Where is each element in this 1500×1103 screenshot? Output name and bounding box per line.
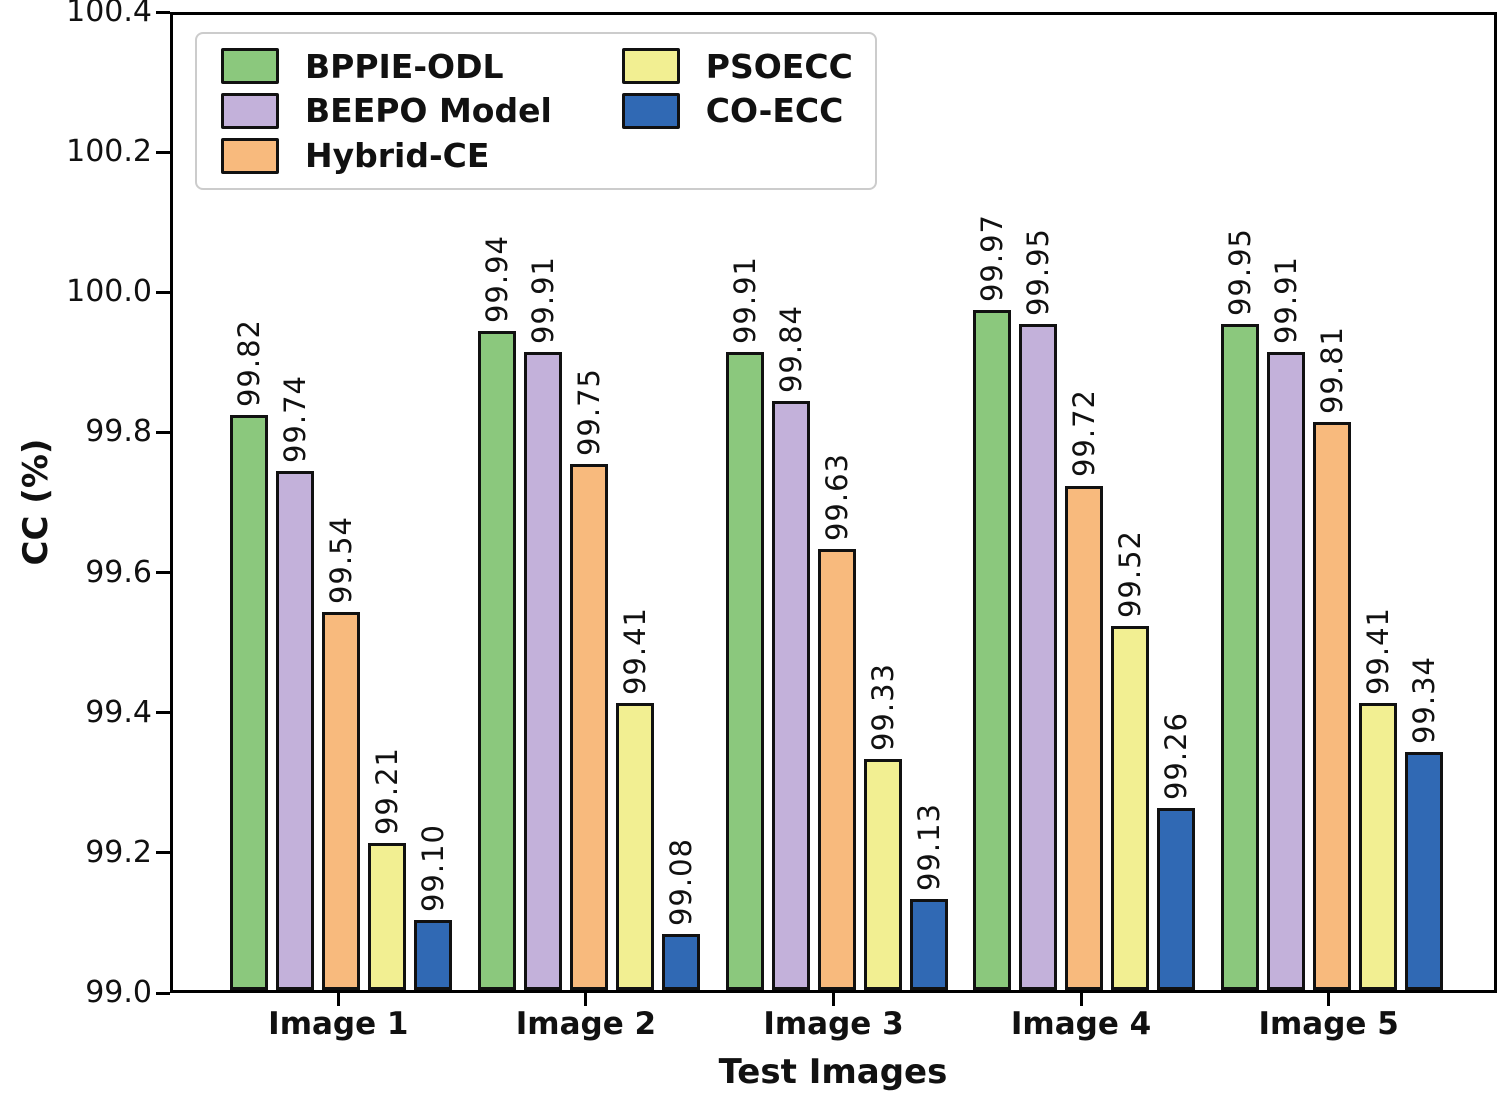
bar-value-label: 99.97 bbox=[975, 214, 1010, 303]
bar-value-label: 99.63 bbox=[819, 452, 854, 541]
x-tick-mark bbox=[1079, 993, 1083, 1006]
legend-color-swatch-icon bbox=[621, 48, 680, 85]
x-tick-label: Image 3 bbox=[763, 1006, 904, 1042]
y-tick-label: 100.4 bbox=[66, 0, 152, 29]
y-tick-label: 99.0 bbox=[85, 975, 152, 1010]
bar-value-label: 99.52 bbox=[1113, 529, 1148, 618]
bar-value-label: 99.82 bbox=[232, 319, 267, 408]
bar-value-label: 99.95 bbox=[1021, 228, 1056, 317]
bar-value-label: 99.34 bbox=[1406, 655, 1441, 744]
legend-label: CO-ECC bbox=[705, 91, 844, 131]
bar-value-label: 99.81 bbox=[1314, 326, 1349, 415]
bar-psoecc bbox=[368, 842, 407, 990]
bar-value-label: 99.10 bbox=[416, 823, 451, 912]
bar-value-label: 99.91 bbox=[1268, 256, 1303, 345]
bar-value-label: 99.95 bbox=[1222, 228, 1257, 317]
legend-label: PSOECC bbox=[705, 46, 853, 86]
bar-value-label: 99.94 bbox=[479, 235, 514, 324]
legend-label: BEEPO Model bbox=[305, 91, 552, 131]
x-tick-mark bbox=[336, 993, 340, 1006]
y-tick-mark bbox=[156, 711, 170, 715]
bar-value-label: 99.84 bbox=[773, 305, 808, 394]
bar-value-label: 99.21 bbox=[370, 746, 405, 835]
legend: BPPIE-ODL BEEPO Model Hybrid-CE PSOECC CO-EC… bbox=[195, 32, 877, 190]
x-tick-mark bbox=[832, 993, 835, 1006]
bar-beepo-model bbox=[276, 471, 315, 990]
bar-bppie-odl bbox=[973, 310, 1012, 990]
y-tick-mark bbox=[156, 851, 170, 855]
bar-psoecc bbox=[615, 702, 654, 990]
bar-value-label: 99.26 bbox=[1159, 711, 1194, 800]
bar-value-label: 99.54 bbox=[324, 515, 359, 604]
y-tick-label: 100.0 bbox=[66, 274, 152, 310]
y-tick-label: 99.8 bbox=[85, 414, 152, 450]
y-tick-label: 100.2 bbox=[66, 134, 152, 170]
x-tick-label: Image 5 bbox=[1258, 1006, 1399, 1042]
x-tick-label: Image 1 bbox=[268, 1006, 409, 1042]
legend-entry-psoecc: PSOECC bbox=[621, 44, 853, 89]
bar-value-label: 99.75 bbox=[571, 368, 606, 457]
bar-co-ecc bbox=[661, 933, 700, 990]
y-tick-label: 99.4 bbox=[85, 694, 152, 730]
y-tick-mark bbox=[156, 430, 170, 434]
bar-hybrid-ce bbox=[817, 548, 856, 990]
bar-psoecc bbox=[1111, 625, 1150, 990]
legend-entry-bppie-odl: BPPIE-ODL bbox=[221, 44, 552, 89]
legend-color-swatch-icon bbox=[221, 48, 279, 85]
bar-psoecc bbox=[863, 758, 902, 990]
x-tick-mark bbox=[584, 993, 588, 1006]
bar-value-label: 99.08 bbox=[663, 837, 698, 926]
bar-value-label: 99.41 bbox=[617, 606, 652, 695]
bar-bppie-odl bbox=[725, 352, 764, 990]
bar-value-label: 99.33 bbox=[865, 662, 900, 751]
bar-bppie-odl bbox=[477, 331, 516, 990]
legend-entry-hybrid-ce: Hybrid-CE bbox=[221, 133, 552, 178]
bar-co-ecc bbox=[1404, 751, 1443, 990]
bar-value-label: 99.74 bbox=[278, 375, 313, 464]
bar-value-label: 99.72 bbox=[1067, 389, 1102, 478]
legend-entry-beepo-model: BEEPO Model bbox=[221, 89, 552, 134]
y-tick-mark bbox=[156, 290, 170, 294]
legend-color-swatch-icon bbox=[221, 137, 279, 174]
x-axis-label: Test Images bbox=[718, 1052, 948, 1092]
x-tick-mark bbox=[1327, 993, 1331, 1006]
legend-entry-co-ecc: CO-ECC bbox=[621, 89, 853, 134]
bar-beepo-model bbox=[523, 352, 562, 990]
legend-color-swatch-icon bbox=[221, 92, 279, 129]
bar-co-ecc bbox=[1157, 807, 1196, 990]
bar-bppie-odl bbox=[230, 415, 269, 990]
bar-beepo-model bbox=[1266, 352, 1305, 990]
bar-co-ecc bbox=[909, 898, 948, 990]
bar-hybrid-ce bbox=[322, 611, 361, 990]
bar-beepo-model bbox=[1019, 324, 1058, 990]
y-tick-label: 99.6 bbox=[85, 554, 152, 590]
legend-label: Hybrid-CE bbox=[305, 136, 490, 176]
bar-beepo-model bbox=[771, 401, 810, 990]
bar-hybrid-ce bbox=[1312, 422, 1351, 990]
legend-label: BPPIE-ODL bbox=[305, 46, 504, 86]
bar-value-label: 99.13 bbox=[911, 802, 946, 891]
bar-hybrid-ce bbox=[569, 464, 608, 990]
bar-bppie-odl bbox=[1220, 324, 1259, 990]
y-tick-mark bbox=[156, 571, 170, 575]
y-axis-label: CC (%) bbox=[16, 438, 56, 566]
bar-co-ecc bbox=[414, 919, 453, 990]
y-tick-mark bbox=[156, 991, 170, 995]
y-tick-mark bbox=[156, 150, 170, 154]
bar-value-label: 99.91 bbox=[727, 256, 762, 345]
bar-psoecc bbox=[1358, 702, 1397, 990]
bar-value-label: 99.41 bbox=[1360, 606, 1395, 695]
y-tick-mark bbox=[156, 10, 170, 14]
y-tick-label: 99.2 bbox=[85, 834, 152, 870]
legend-color-swatch-icon bbox=[621, 92, 680, 129]
x-tick-label: Image 4 bbox=[1010, 1006, 1152, 1042]
bar-value-label: 99.91 bbox=[525, 256, 560, 345]
x-tick-label: Image 2 bbox=[515, 1006, 657, 1042]
bar-hybrid-ce bbox=[1065, 485, 1104, 990]
